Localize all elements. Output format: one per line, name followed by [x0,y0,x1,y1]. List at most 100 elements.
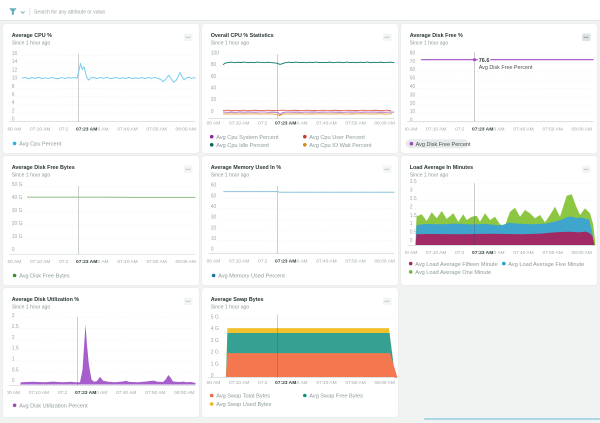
svg-text:07:40 AM: 07:40 AM [316,120,336,126]
svg-text:07:00 AM: 07:00 AM [401,250,417,256]
svg-text:07:10 AM: 07:10 AM [30,259,50,265]
svg-text:0: 0 [12,247,15,253]
svg-text:30 G: 30 G [12,208,23,214]
svg-text:07:10 AM: 07:10 AM [29,390,49,396]
svg-text:10: 10 [12,76,18,82]
svg-text:3.5: 3.5 [410,179,417,185]
svg-text:07:00 AM: 07:00 AM [401,127,417,133]
svg-text:07:30 AM: 07:30 AM [287,259,307,265]
svg-text:1.5: 1.5 [410,213,417,219]
svg-text:07:23 AM: 07:23 AM [76,127,97,133]
svg-text:07:10 AM: 07:10 AM [229,120,249,126]
svg-text:07:30 AM: 07:30 AM [87,390,107,396]
svg-text:Average Memory Used In %: Average Memory Used In % [211,165,282,171]
svg-text:1.5: 1.5 [12,346,19,352]
svg-text:80: 80 [410,50,416,56]
svg-text:Avg Cpu User Percent: Avg Cpu User Percent [309,135,365,141]
svg-text:07:23 AM: 07:23 AM [75,390,96,396]
svg-text:2.5: 2.5 [410,196,417,202]
svg-text:0: 0 [410,238,413,244]
svg-text:08:00 AM: 08:00 AM [572,250,592,256]
svg-text:40: 40 [211,204,217,210]
svg-text:07:50 AM: 07:50 AM [146,127,166,133]
svg-text:100: 100 [211,50,220,56]
svg-text:3: 3 [410,188,413,194]
svg-text:08:00 AM: 08:00 AM [375,380,395,386]
svg-text:07:00 AM: 07:00 AM [3,390,20,396]
svg-text:07:50 AM: 07:50 AM [345,380,365,386]
svg-text:76.6: 76.6 [479,58,490,64]
svg-text:20: 20 [211,97,217,103]
svg-text:07:10 AM: 07:10 AM [426,127,446,133]
svg-text:30: 30 [211,215,217,221]
svg-text:2: 2 [12,108,15,114]
svg-text:Since 1 hour ago: Since 1 hour ago [12,41,51,47]
svg-text:20: 20 [410,101,416,107]
svg-text:Avg Cpu Idle Percent: Avg Cpu Idle Percent [216,143,269,149]
svg-text:07:40 AM: 07:40 AM [116,390,136,396]
svg-text:0: 0 [211,373,214,379]
svg-text:10 G: 10 G [12,234,23,240]
svg-text:Avg Memory Used Percent: Avg Memory Used Percent [218,274,285,280]
svg-text:07:40 AM: 07:40 AM [316,259,336,265]
svg-text:07:30 AM: 07:30 AM [88,259,108,265]
svg-text:0: 0 [410,118,413,124]
svg-text:08:00 AM: 08:00 AM [176,127,196,133]
svg-text:07:10 AM: 07:10 AM [426,250,446,256]
svg-text:60: 60 [410,67,416,73]
svg-text:07:50 AM: 07:50 AM [345,259,365,265]
svg-text:Avg Load Average Fifteen Minut: Avg Load Average Fifteen Minute [415,262,498,268]
svg-text:0: 0 [12,117,15,123]
svg-text:30: 30 [410,92,416,98]
svg-text:4 G: 4 G [211,326,219,332]
svg-text:Average Disk Free Bytes: Average Disk Free Bytes [12,165,75,171]
svg-text:07:50 AM: 07:50 AM [542,127,562,133]
svg-text:07:50 AM: 07:50 AM [146,259,166,265]
svg-text:Avg Disk Free Percent: Avg Disk Free Percent [479,65,533,71]
svg-text:07:10 AM: 07:10 AM [229,259,249,265]
svg-text:Load Average In Minutes: Load Average In Minutes [410,165,473,171]
svg-text:2.5: 2.5 [12,324,19,330]
svg-text:Search for any attribute or va: Search for any attribute or value. [34,10,107,16]
svg-text:07:50 AM: 07:50 AM [542,250,562,256]
svg-text:Avg Swap Free Bytes: Avg Swap Free Bytes [309,394,363,400]
svg-text:16: 16 [12,51,18,57]
svg-text:8: 8 [12,84,15,90]
svg-text:07:50 AM: 07:50 AM [345,120,365,126]
svg-text:07:23 AM: 07:23 AM [275,259,296,265]
svg-text:2 G: 2 G [211,350,219,356]
svg-text:Avg Cpu IO Wait Percent: Avg Cpu IO Wait Percent [309,143,372,149]
svg-text:Since 1 hour ago: Since 1 hour ago [211,173,250,179]
svg-text:2: 2 [410,204,413,210]
svg-text:0.5: 0.5 [12,367,19,373]
svg-text:08:00 AM: 08:00 AM [572,127,592,133]
svg-text:07:30 AM: 07:30 AM [88,127,108,133]
svg-text:Avg Load Average Five Minute: Avg Load Average Five Minute [508,262,584,268]
svg-text:0: 0 [12,378,15,384]
svg-text:50: 50 [410,76,416,82]
svg-text:12: 12 [12,67,18,73]
svg-text:07:40 AM: 07:40 AM [513,250,533,256]
svg-text:1: 1 [410,221,413,227]
svg-text:Avg Disk Free Bytes: Avg Disk Free Bytes [19,274,70,280]
svg-text:10: 10 [211,236,217,242]
svg-text:07:30 AM: 07:30 AM [484,250,504,256]
svg-text:Since 1 hour ago: Since 1 hour ago [211,305,250,311]
svg-text:08:00 AM: 08:00 AM [375,259,395,265]
svg-text:07:50 AM: 07:50 AM [145,390,165,396]
svg-text:1: 1 [12,356,15,362]
svg-text:07:30 AM: 07:30 AM [484,127,504,133]
svg-text:07:23 AM: 07:23 AM [472,250,493,256]
svg-text:Overall CPU % Statistics: Overall CPU % Statistics [211,33,274,39]
svg-text:07:30 AM: 07:30 AM [287,120,307,126]
svg-text:40 G: 40 G [12,195,23,201]
svg-text:0: 0 [211,247,214,253]
svg-text:70: 70 [410,59,416,65]
svg-text:40: 40 [410,84,416,90]
svg-text:3 G: 3 G [211,338,219,344]
svg-text:Since 1 hour ago: Since 1 hour ago [211,41,250,47]
svg-text:4: 4 [12,100,15,106]
svg-text:60: 60 [211,74,217,80]
svg-text:07:23 AM: 07:23 AM [472,127,493,133]
svg-text:2: 2 [12,335,15,341]
